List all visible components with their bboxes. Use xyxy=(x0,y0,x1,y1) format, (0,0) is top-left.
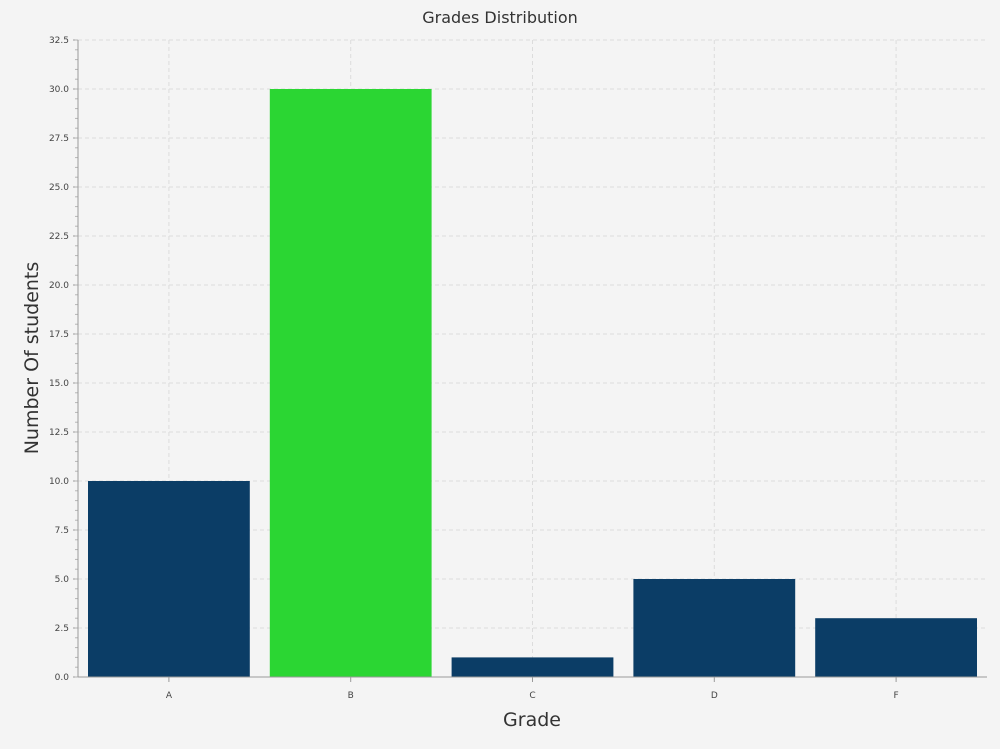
y-tick-label: 17.5 xyxy=(49,330,69,340)
y-tick-label: 32.5 xyxy=(49,36,69,46)
y-tick-label: 7.5 xyxy=(55,526,69,536)
bars xyxy=(88,89,977,677)
y-tick-label: 10.0 xyxy=(49,477,69,487)
x-tick-label: B xyxy=(348,691,354,701)
y-tick-label: 22.5 xyxy=(49,232,69,242)
y-tick-label: 30.0 xyxy=(49,85,69,95)
y-tick-label: 12.5 xyxy=(49,428,69,438)
y-tick-label: 25.0 xyxy=(49,183,69,193)
y-tick-label: 2.5 xyxy=(55,624,69,634)
bar-b xyxy=(269,89,432,677)
bar-c xyxy=(451,657,614,677)
chart-title: Grades Distribution xyxy=(422,8,578,27)
y-tick-label: 20.0 xyxy=(49,281,69,291)
axes: 0.0 2.5 5.0 7.5 10.0 12.5 15.0 17.5 20.0 22.5 25.0… xyxy=(49,36,987,701)
bar-a xyxy=(88,481,250,677)
grid-lines xyxy=(78,39,987,677)
x-tick-label: F xyxy=(894,691,899,701)
x-tick-label: A xyxy=(166,691,173,701)
bar-d xyxy=(633,579,796,677)
x-tick-label: C xyxy=(529,691,535,701)
y-tick-label: 5.0 xyxy=(55,575,70,585)
x-tick-label: D xyxy=(711,691,718,701)
y-tick-label: 15.0 xyxy=(49,379,69,389)
y-tick-label: 0.0 xyxy=(55,673,70,683)
bar-f xyxy=(815,618,977,677)
y-tick-label: 27.5 xyxy=(49,134,69,144)
x-axis-label: Grade xyxy=(503,709,561,731)
